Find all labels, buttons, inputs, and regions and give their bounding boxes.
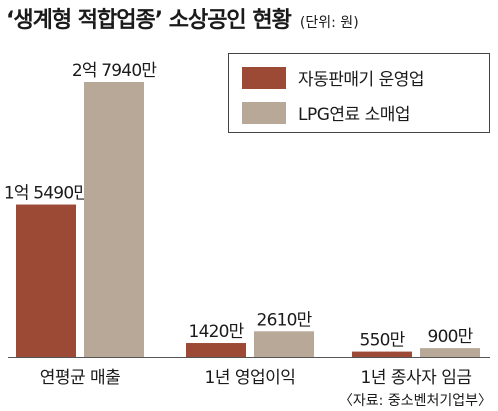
legend-item-lpg: LPG연료 소매업 [242,100,411,125]
bar-value-label: 900만 [428,327,474,347]
bar-1-0 [186,343,246,357]
bar-value-label: 2억 7940만 [72,61,158,81]
legend-swatch-lpg [242,101,286,124]
bar-1-1 [254,331,314,357]
bar-0-0 [16,204,76,357]
bar-value-label: 2610만 [257,310,313,330]
category-label: 연평균 매출 [40,368,121,388]
legend: 자동판매기 운영업 LPG연료 소매업 [228,53,490,133]
bar-value-label: 1420만 [189,322,245,342]
unit-label: (단위: 원) [299,15,359,31]
chart-title: ‘생계형 적합업종’ 소상공인 현황 (단위: 원) [6,2,359,34]
legend-item-vending: 자동판매기 운영업 [242,65,425,90]
bar-2-1 [420,348,480,357]
bar-value-label: 1억 5490만 [4,184,90,204]
source-note: 〈자료: 중소벤처기업부〉 [338,393,492,409]
bar-0-1 [84,82,144,357]
category-label: 1년 종사자 임금 [361,368,472,388]
bar-2-0 [352,351,412,357]
legend-label-lpg: LPG연료 소매업 [298,105,411,125]
title-text: ‘생계형 적합업종’ 소상공인 현황 [6,8,292,33]
category-label: 1년 영업이익 [205,368,296,388]
legend-label-vending: 자동판매기 운영업 [298,70,425,90]
bar-value-label: 550만 [360,331,406,351]
legend-swatch-vending [242,66,286,89]
